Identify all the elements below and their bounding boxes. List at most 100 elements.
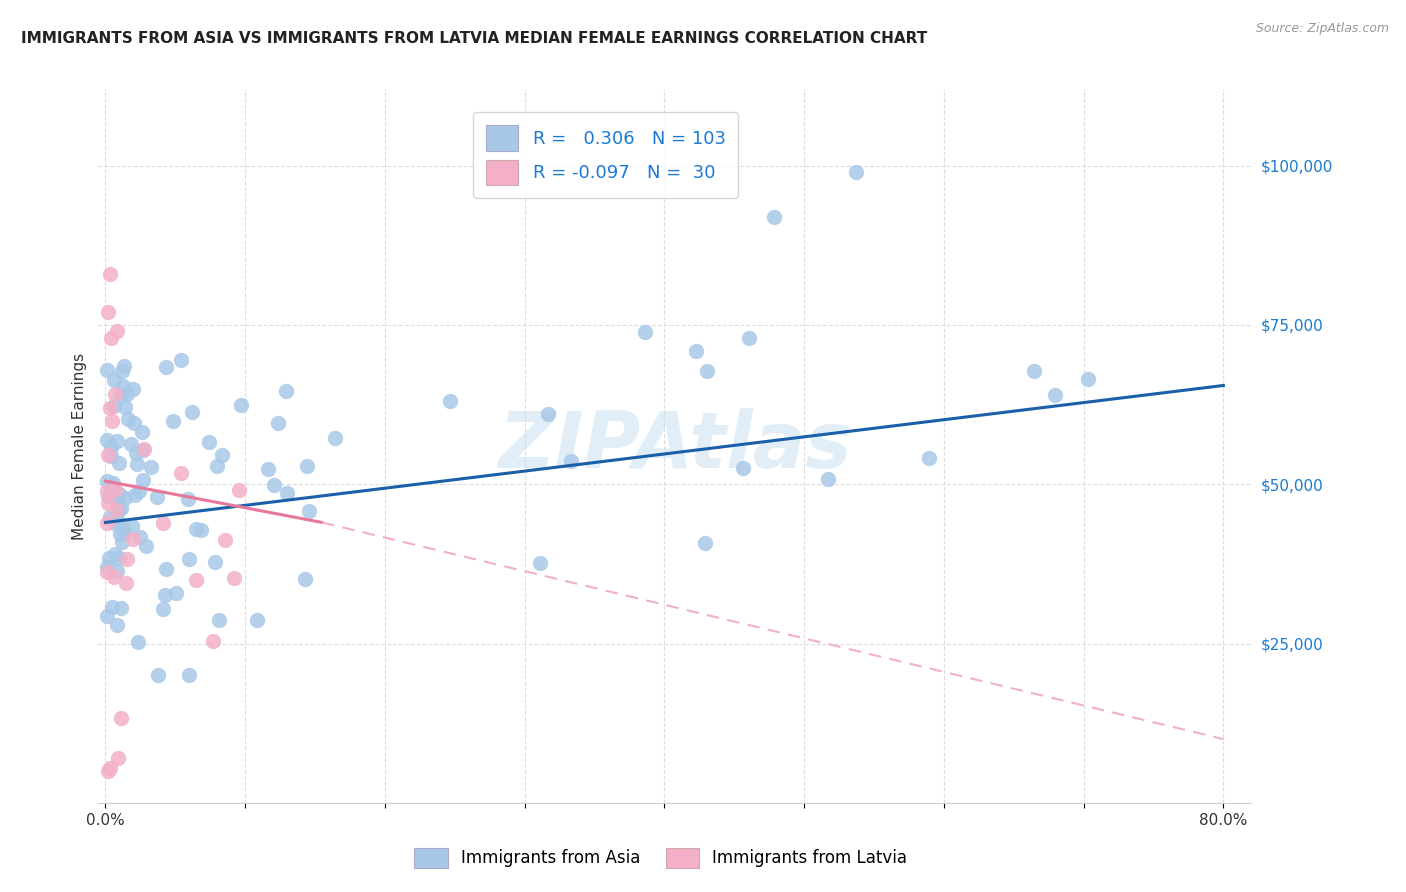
Point — [165, 586, 187, 600]
Point — [634, 325, 657, 339]
Point — [105, 564, 128, 578]
Point — [96, 560, 118, 574]
Text: ZIPAtlas: ZIPAtlas — [498, 408, 852, 484]
Point — [132, 443, 155, 458]
Point — [97, 305, 120, 319]
Point — [112, 523, 135, 537]
Point — [186, 573, 208, 587]
Point — [105, 516, 128, 531]
Point — [184, 522, 207, 536]
Point — [103, 373, 125, 387]
Point — [112, 524, 135, 539]
Point — [201, 634, 224, 648]
Point — [267, 416, 290, 430]
Point — [108, 487, 131, 501]
Point — [152, 601, 174, 615]
Point — [257, 462, 280, 476]
Point — [276, 485, 298, 500]
Point — [204, 555, 226, 569]
Point — [294, 572, 316, 586]
Point — [733, 460, 755, 475]
Point — [1024, 364, 1046, 378]
Point — [104, 503, 127, 517]
Point — [560, 454, 582, 468]
Point — [918, 451, 941, 466]
Point — [97, 496, 120, 510]
Point — [229, 398, 252, 412]
Point — [763, 210, 786, 224]
Point — [100, 449, 122, 463]
Point — [103, 475, 125, 490]
Point — [155, 359, 177, 374]
Point — [117, 412, 139, 426]
Point — [124, 488, 146, 502]
Point — [181, 405, 204, 419]
Point — [104, 483, 127, 497]
Point — [110, 710, 132, 724]
Point — [110, 501, 132, 516]
Point — [155, 562, 177, 576]
Point — [537, 408, 560, 422]
Point — [105, 324, 128, 338]
Point — [146, 490, 169, 504]
Point — [96, 565, 118, 579]
Point — [131, 425, 153, 439]
Point — [110, 517, 132, 532]
Point — [112, 359, 135, 373]
Point — [132, 473, 155, 487]
Point — [114, 491, 136, 505]
Point — [96, 608, 118, 623]
Point — [295, 459, 318, 474]
Point — [685, 344, 707, 359]
Point — [107, 751, 129, 765]
Point — [122, 532, 145, 546]
Point — [98, 551, 121, 566]
Point — [110, 387, 132, 401]
Point — [107, 618, 129, 632]
Point — [100, 441, 122, 455]
Point — [97, 489, 120, 503]
Point — [439, 394, 461, 409]
Point — [224, 571, 246, 585]
Point — [1077, 372, 1099, 386]
Point — [103, 400, 125, 414]
Point — [122, 416, 145, 430]
Point — [110, 601, 132, 615]
Point — [103, 570, 125, 584]
Point — [108, 503, 131, 517]
Point — [111, 364, 134, 378]
Point — [246, 613, 269, 627]
Point — [125, 446, 148, 460]
Text: Source: ZipAtlas.com: Source: ZipAtlas.com — [1256, 22, 1389, 36]
Point — [211, 448, 233, 462]
Point — [197, 435, 219, 450]
Point — [120, 437, 142, 451]
Point — [108, 456, 131, 470]
Point — [96, 433, 118, 447]
Point — [127, 634, 149, 648]
Point — [153, 588, 176, 602]
Point — [108, 551, 131, 566]
Point — [207, 458, 229, 473]
Point — [323, 431, 346, 445]
Point — [105, 493, 128, 508]
Point — [96, 516, 118, 530]
Point — [114, 400, 136, 414]
Point — [276, 384, 298, 398]
Legend: Immigrants from Asia, Immigrants from Latvia: Immigrants from Asia, Immigrants from La… — [408, 841, 914, 875]
Point — [141, 460, 163, 475]
Point — [117, 552, 139, 566]
Point — [177, 492, 200, 507]
Point — [98, 267, 121, 281]
Point — [101, 600, 124, 615]
Point — [111, 379, 134, 393]
Point — [97, 764, 120, 778]
Point — [738, 331, 761, 345]
Point — [97, 448, 120, 462]
Point — [152, 516, 174, 531]
Point — [100, 331, 122, 345]
Point — [693, 536, 716, 550]
Point — [111, 520, 134, 534]
Point — [108, 527, 131, 541]
Point — [96, 484, 118, 499]
